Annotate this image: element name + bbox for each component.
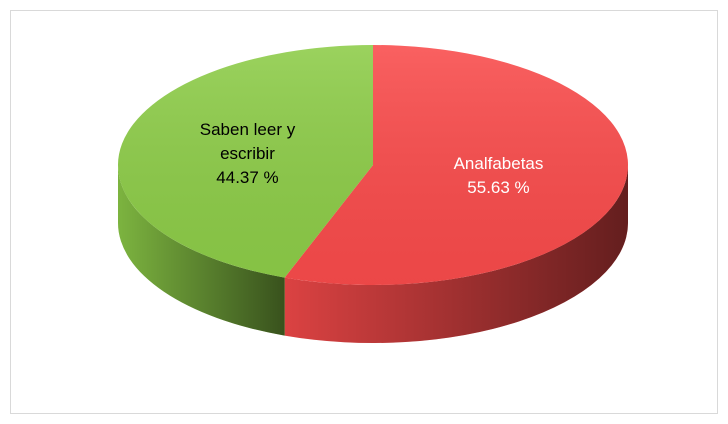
slice-side-shade: [118, 165, 285, 336]
value-label: 44.37 %: [216, 168, 279, 188]
category-label: Saben leer y escribir: [199, 120, 296, 164]
data-label: Analfabetas 55.63 %: [424, 152, 574, 200]
data-label: Saben leer y escribir 44.37 %: [172, 118, 322, 190]
category-label: Analfabetas: [453, 153, 544, 173]
slice-side-shade: [284, 165, 628, 343]
slice-gloss: [117, 45, 373, 278]
slice-gloss: [284, 45, 628, 285]
value-label: 55.63 %: [467, 177, 530, 197]
